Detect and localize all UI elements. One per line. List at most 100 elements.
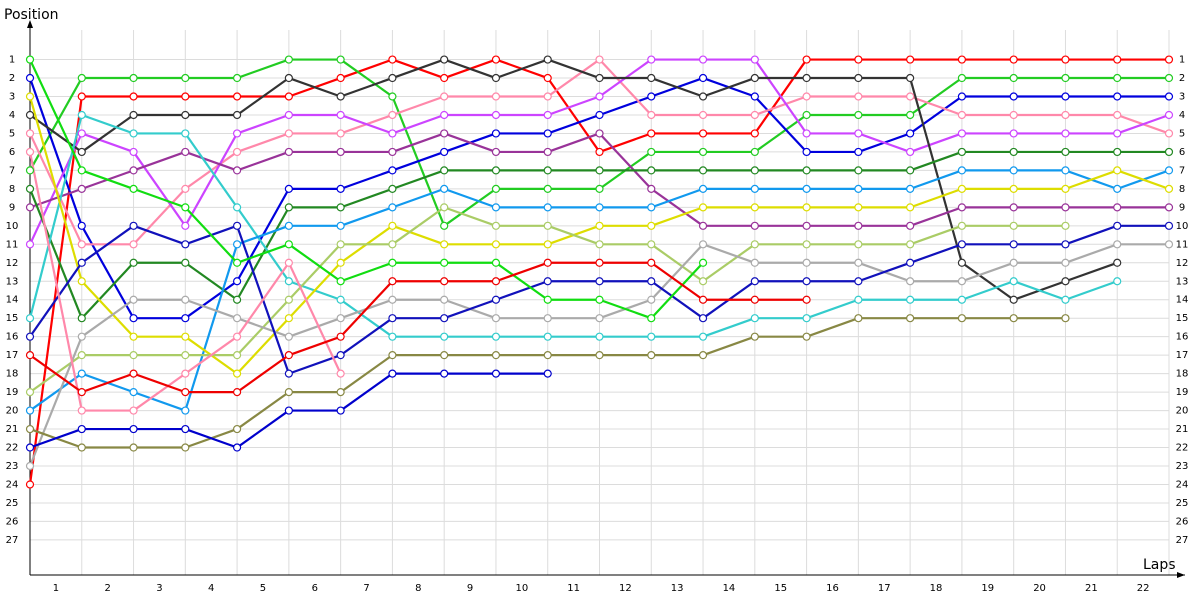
point-marker (129, 332, 138, 341)
point-marker (232, 166, 242, 175)
point-marker (854, 55, 863, 64)
point-marker (491, 369, 501, 378)
point-marker (25, 55, 35, 64)
point-marker (388, 92, 397, 101)
point-marker (491, 240, 501, 249)
point-marker (1061, 203, 1070, 212)
point-marker (906, 110, 915, 120)
point-marker (543, 184, 552, 193)
point-marker (698, 110, 708, 120)
point-marker (957, 166, 967, 175)
point-marker (77, 314, 86, 323)
x-tick-label: 6 (312, 583, 318, 594)
point-marker (957, 240, 967, 249)
point-marker (595, 295, 604, 304)
point-marker (440, 203, 449, 212)
point-marker (77, 129, 86, 138)
point-marker (232, 258, 242, 267)
point-marker (232, 110, 242, 120)
point-marker (440, 314, 449, 323)
y-tick-label: 7 (9, 165, 15, 176)
y-tick-label: 12 (6, 258, 19, 269)
point-marker (77, 443, 86, 452)
point-marker (440, 277, 449, 286)
point-marker (1164, 221, 1174, 230)
point-marker (906, 73, 915, 83)
y-tick-label-right: 11 (1176, 239, 1189, 250)
y-tick-label: 23 (6, 461, 19, 472)
x-tick-label: 11 (567, 583, 580, 594)
point-marker (440, 258, 449, 267)
point-marker (336, 295, 345, 304)
point-marker (77, 147, 86, 157)
point-marker (232, 277, 242, 286)
y-tick-label-right: 25 (1176, 498, 1189, 509)
point-marker (388, 55, 397, 64)
point-marker (1009, 184, 1018, 193)
point-marker (388, 166, 397, 175)
point-marker (388, 203, 397, 212)
y-tick-label-right: 2 (1179, 73, 1185, 84)
point-marker (957, 258, 967, 267)
point-marker (440, 92, 449, 101)
point-marker (595, 240, 604, 249)
point-marker (388, 369, 397, 378)
x-tick-label: 5 (260, 583, 266, 594)
point-marker (543, 314, 552, 323)
point-marker (491, 92, 501, 101)
y-tick-label-right: 14 (1176, 295, 1189, 306)
point-marker (595, 314, 604, 323)
point-marker (1061, 129, 1070, 138)
point-marker (906, 184, 915, 193)
point-marker (906, 258, 915, 267)
point-marker (543, 147, 552, 157)
point-marker (491, 314, 501, 323)
point-marker (854, 110, 863, 120)
point-marker (1009, 73, 1018, 83)
point-marker (129, 92, 138, 101)
y-tick-label: 26 (6, 516, 19, 527)
point-marker (77, 277, 86, 286)
y-tick-label-right: 21 (1176, 424, 1189, 435)
y-tick-label: 3 (9, 92, 15, 103)
point-marker (25, 184, 35, 193)
point-marker (491, 184, 501, 193)
x-tick-label: 21 (1085, 583, 1098, 594)
x-tick-label: 7 (363, 583, 369, 594)
point-marker (698, 166, 708, 175)
point-marker (1113, 55, 1122, 64)
point-marker (1061, 110, 1070, 120)
point-marker (491, 295, 501, 304)
point-marker (802, 332, 811, 341)
point-marker (129, 240, 138, 249)
point-marker (440, 369, 449, 378)
point-marker (25, 203, 35, 212)
point-marker (854, 92, 863, 101)
point-marker (284, 55, 293, 64)
y-tick-label: 10 (6, 221, 19, 232)
point-marker (750, 203, 759, 212)
point-marker (388, 129, 397, 138)
point-marker (77, 110, 86, 120)
point-marker (647, 332, 656, 341)
point-marker (1164, 73, 1174, 83)
y-tick-label: 19 (6, 387, 19, 398)
point-marker (595, 221, 604, 230)
point-marker (25, 424, 35, 434)
point-marker (750, 73, 759, 83)
point-marker (1164, 129, 1174, 138)
point-marker (595, 110, 604, 120)
point-marker (957, 184, 967, 193)
point-marker (336, 314, 345, 323)
point-marker (440, 147, 449, 157)
point-marker (440, 221, 449, 230)
point-marker (336, 92, 345, 101)
point-marker (1113, 73, 1122, 83)
point-marker (1113, 147, 1122, 157)
point-marker (491, 129, 501, 138)
point-marker (1164, 55, 1174, 64)
point-marker (750, 277, 759, 286)
point-marker (129, 221, 138, 230)
point-marker (543, 332, 552, 341)
